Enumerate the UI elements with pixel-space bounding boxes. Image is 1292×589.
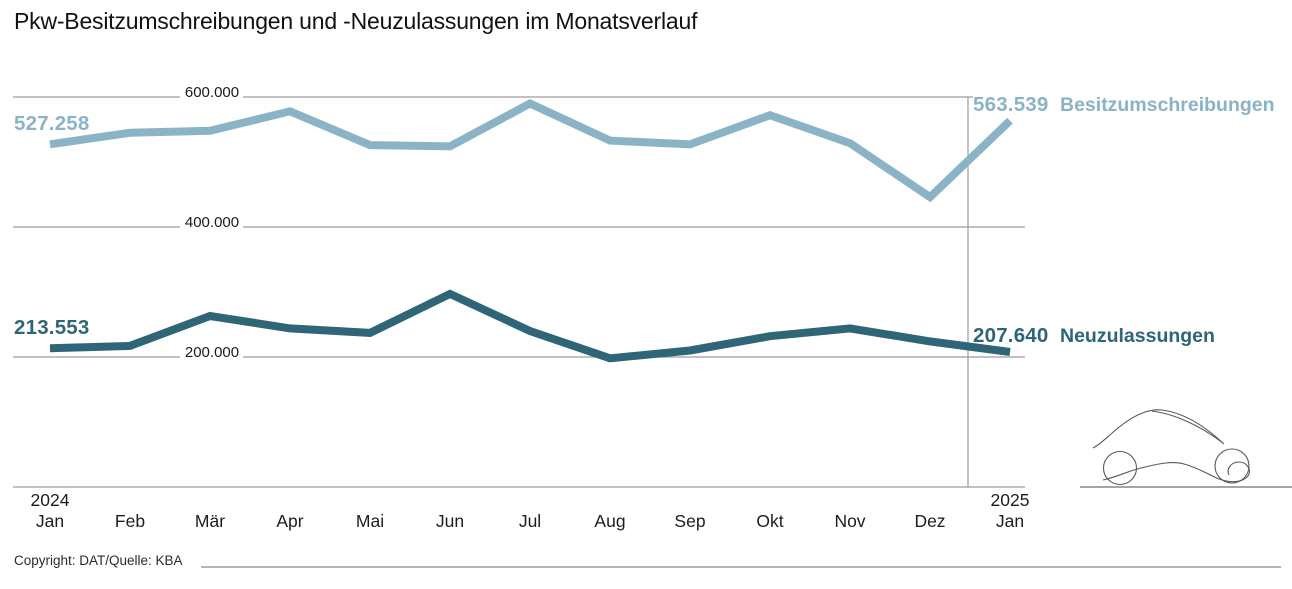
x-tick-label: Dez	[914, 511, 946, 531]
x-tick-label: Jun	[435, 511, 465, 531]
chart-title: Pkw-Besitzumschreibungen und -Neuzulassu…	[14, 8, 698, 34]
x-tick-label: Mai	[355, 511, 385, 531]
x-tick-label: Jan	[995, 511, 1025, 531]
y-tick-label: 600.000	[182, 85, 242, 101]
x-tick-label: Apr	[276, 511, 304, 531]
x-tick-label: Sep	[674, 511, 706, 531]
neuzulassungen-end-value: 207.640	[973, 324, 1049, 348]
year-label: 2025	[990, 490, 1030, 510]
year-label: 2024	[30, 490, 70, 510]
x-tick-label: Jan	[35, 511, 65, 531]
legend-neuzulassungen: Neuzulassungen	[1060, 325, 1215, 348]
y-tick-label: 400.000	[182, 215, 242, 231]
series-line-besitzumschreibungen	[49, 99, 1013, 203]
x-tick-label: Nov	[834, 511, 866, 531]
neuzulassungen-start-value: 213.553	[14, 316, 90, 340]
y-tick-label: 200.000	[182, 345, 242, 361]
x-tick-label: Jul	[518, 511, 542, 531]
x-tick-label: Aug	[594, 511, 626, 531]
car-sketch-icon	[1092, 409, 1250, 486]
besitzumschreibungen-start-value: 527.258	[14, 112, 90, 136]
footer-divider	[201, 566, 1281, 568]
x-tick-label: Okt	[756, 511, 784, 531]
besitzumschreibungen-end-value: 563.539	[973, 92, 1049, 116]
copyright-text: Copyright: DAT/Quelle: KBA	[14, 553, 183, 568]
x-tick-label: Feb	[114, 511, 146, 531]
series-line-neuzulassungen	[49, 289, 1011, 363]
x-tick-label: Mär	[194, 511, 226, 531]
legend-besitzumschreibungen: Besitzumschreibungen	[1060, 93, 1275, 116]
